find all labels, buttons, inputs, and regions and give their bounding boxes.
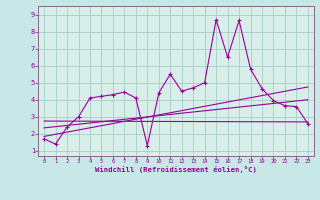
X-axis label: Windchill (Refroidissement éolien,°C): Windchill (Refroidissement éolien,°C)	[95, 166, 257, 173]
